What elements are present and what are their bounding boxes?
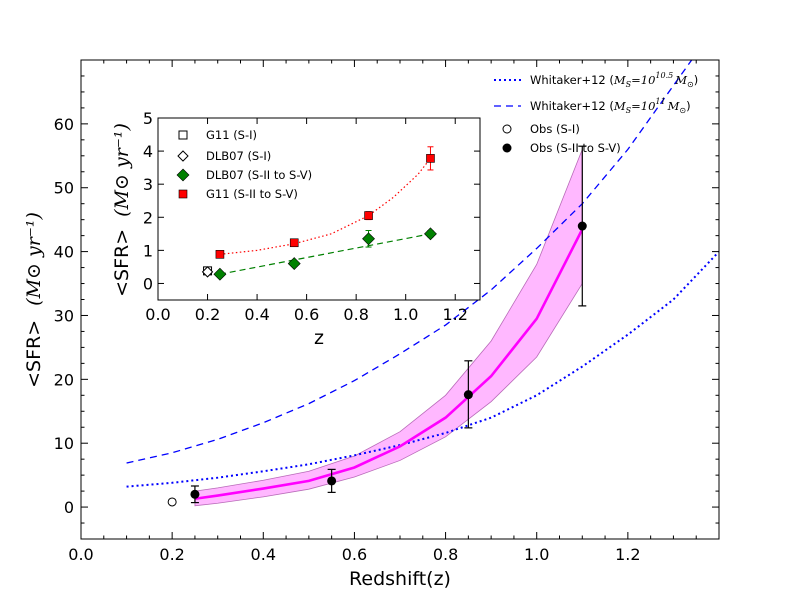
inset-legend-dlb07-sii-marker — [176, 168, 190, 182]
inset-ytick-label: 0 — [143, 274, 153, 293]
inset-g11-point — [364, 211, 373, 220]
main-plot: 0.0 0.2 0.4 0.6 0.8 1.0 1.20102030405060Redshi… — [23, 59, 720, 590]
main-xtick-label: 0.2 — [159, 545, 184, 564]
main-xtick-label: 0.0 — [68, 545, 93, 564]
inset-xtick-label: 0.4 — [244, 305, 269, 324]
legend-obs-si-label: Obs (S-I) — [530, 122, 580, 136]
main-plot-area — [126, 60, 719, 507]
inset-ytick-label: 3 — [143, 175, 153, 194]
legend-math-part: Whitaker+12 ( — [530, 99, 614, 113]
inset-legend-g11-si-label: G11 (S-I) — [206, 128, 257, 142]
legend-obs-sii-marker — [502, 143, 512, 153]
legend-math-part: 10.5 — [655, 71, 673, 80]
main-legend: Whitaker+12 (MS=1010.5 M⊙)Whitaker+12 (MS… — [494, 71, 698, 155]
legend-math-part: M — [613, 73, 627, 87]
main-xtick-label: 0.6 — [342, 545, 367, 564]
main-ytick-label: 30 — [54, 306, 74, 325]
legend-math-part: 11 — [655, 97, 665, 106]
legend-math-part: M — [667, 99, 681, 113]
main-xtick-label: 1.0 — [524, 545, 549, 564]
whitaker-11-line — [126, 60, 693, 464]
legend-math-part: ⊙ — [679, 106, 686, 115]
inset-plot: 0.0 0.2 0.4 0.6 0.8 1.0 1.2 0 1 2 3 4 5 z <SFR> (M⊙ yr⁻… — [111, 109, 481, 349]
obs-si-point — [167, 497, 177, 507]
inset-ytick-label: 1 — [143, 241, 153, 260]
main-ytick-label: 50 — [54, 179, 74, 198]
legend-obs-si-marker — [502, 124, 512, 134]
legend-math-part: ⊙ — [687, 80, 694, 89]
inset-axes-frame — [157, 117, 481, 301]
inset-dlb07-point — [362, 232, 375, 246]
legend-math-part: ) — [694, 73, 699, 87]
legend-whitaker-11-label: Whitaker+12 (MS=1011 M⊙) — [530, 97, 691, 115]
main-xtick-label: 1.2 — [615, 545, 640, 564]
legend-math-part: Whitaker+12 ( — [530, 73, 614, 87]
obs-sii-point — [327, 476, 337, 486]
inset-g11-point — [215, 250, 225, 259]
inset-dlb07-si-point — [201, 266, 214, 278]
legend-math-part: ) — [686, 99, 691, 113]
main-xlabel: Redshift(z) — [349, 568, 451, 590]
inset-dlb07-point — [213, 267, 227, 281]
inset-dlb07-point — [287, 257, 301, 271]
main-ylabel-text: <SFR> — [23, 320, 45, 388]
obs-sii-point — [463, 390, 473, 400]
main-ytick-label: 40 — [54, 243, 74, 262]
inset-xtick-label: 1.0 — [393, 305, 418, 324]
main-xtick-label: 0.4 — [251, 545, 276, 564]
inset-legend-g11-sii-marker — [178, 189, 188, 199]
inset-ylabel: <SFR> (M⊙ yr⁻¹) — [111, 123, 133, 297]
obs-sii-point — [190, 489, 200, 499]
inset-g11-point — [289, 238, 299, 248]
legend-math-part: =10 — [631, 73, 655, 87]
main-xtick-label: 0.8 — [433, 545, 458, 564]
inset-legend-g11-sii-label: G11 (S-II to S-V) — [206, 187, 298, 201]
inset-g11-point — [426, 154, 435, 163]
inset-ylabel-text: <SFR> — [111, 229, 133, 297]
inset-legend-dlb07-si-label: DLB07 (S-I) — [206, 149, 271, 163]
inset-legend-dlb07-sii-label: DLB07 (S-II to S-V) — [206, 168, 312, 182]
inset-xtick-label: 0.2 — [195, 305, 220, 324]
legend-math-part: M — [674, 73, 688, 87]
inset-xtick-label: 1.2 — [443, 305, 468, 324]
legend-obs-sii-label: Obs (S-II to S-V) — [530, 141, 621, 155]
inset-legend-g11-si-marker — [178, 130, 188, 140]
legend-math-part: S — [626, 106, 632, 115]
main-ytick-label: 10 — [54, 434, 74, 453]
main-ytick-label: 0 — [64, 498, 74, 517]
legend-math-part: S — [626, 80, 632, 89]
main-ylabel-units: (M⊙ yr⁻¹) — [23, 212, 45, 306]
inset-dlb07-point — [424, 227, 437, 241]
inset-legend: G11 (S-I) DLB07 (S-I) DLB07 (S-II to S-V) G… — [176, 128, 312, 201]
main-ylabel: <SFR> (M⊙ yr⁻¹) — [23, 212, 45, 388]
whitaker-10.5-line — [126, 250, 719, 488]
inset-dlb07-trend — [219, 233, 431, 275]
fit-line — [194, 228, 584, 501]
legend-math-part: =10 — [631, 99, 655, 113]
inset-xtick-label: 0.8 — [343, 305, 368, 324]
inset-xtick-label: 0.0 — [145, 305, 170, 324]
inset-ytick-label: 2 — [143, 208, 153, 227]
legend-math-part: M — [613, 99, 627, 113]
inset-legend-dlb07-si-marker — [177, 150, 189, 162]
inset-xtick-label: 0.6 — [294, 305, 319, 324]
inset-ytick-label: 4 — [143, 142, 153, 161]
main-ytick-label: 60 — [54, 115, 74, 134]
main-ytick-label: 20 — [54, 370, 74, 389]
obs-sii-point — [577, 221, 587, 231]
inset-ylabel-units: (M⊙ yr⁻¹) — [111, 123, 133, 217]
legend-whitaker-10.5-label: Whitaker+12 (MS=1010.5 M⊙) — [530, 71, 698, 89]
inset-xlabel: z — [314, 327, 324, 349]
inset-ytick-label: 5 — [143, 109, 153, 128]
